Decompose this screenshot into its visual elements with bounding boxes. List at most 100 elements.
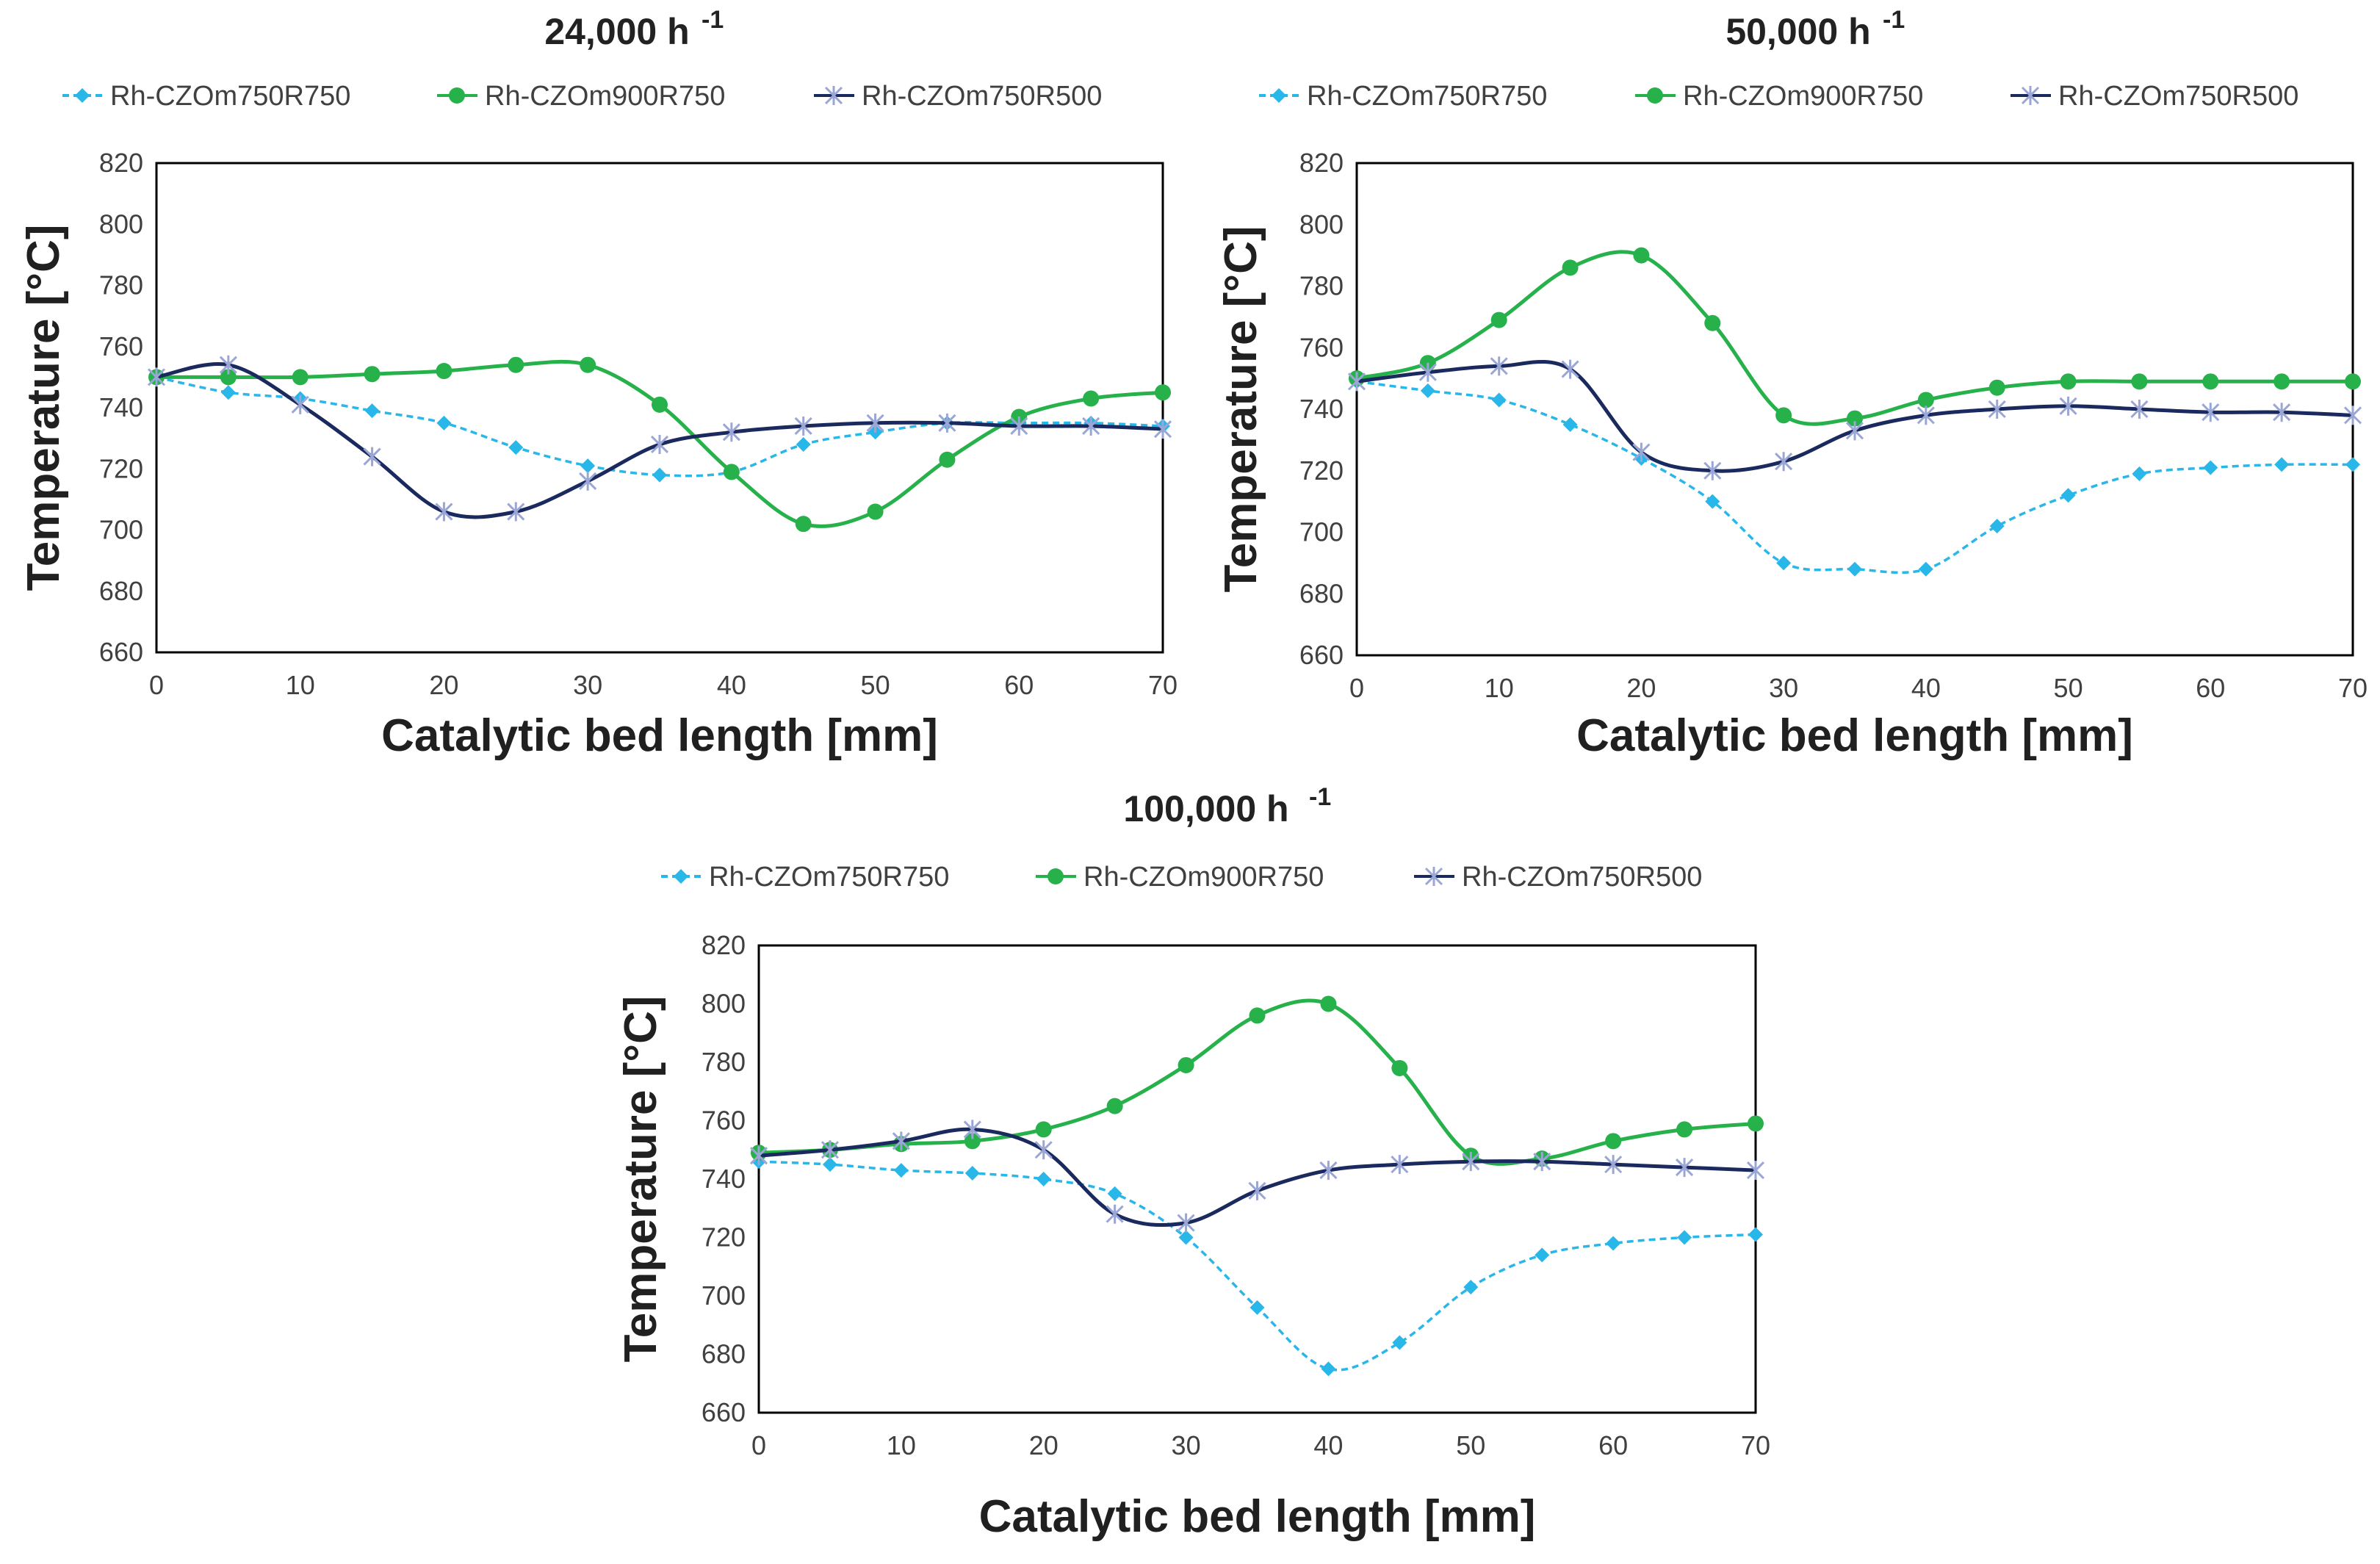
x-tick-label: 10 bbox=[887, 1430, 916, 1460]
data-point bbox=[794, 416, 812, 436]
data-point bbox=[938, 413, 956, 433]
legend-item: Rh-CZOm750R750 bbox=[62, 81, 350, 112]
data-point bbox=[364, 366, 381, 383]
series-Rh-CZOm750R750 bbox=[1349, 374, 2360, 577]
series-Rh-CZOm900R750 bbox=[148, 356, 1171, 533]
data-point bbox=[893, 1163, 909, 1178]
data-point bbox=[1392, 1335, 1407, 1350]
y-tick-label: 660 bbox=[702, 1397, 746, 1427]
data-point bbox=[1748, 1115, 1764, 1132]
series-line bbox=[1356, 380, 2354, 574]
x-tick-label: 40 bbox=[717, 670, 746, 700]
panel-50000: 50,000 h -1Rh-CZOm750R750 Rh-CZOm900R750 Rh… bbox=[1216, 6, 2368, 761]
data-point bbox=[507, 502, 525, 522]
data-point bbox=[2273, 373, 2290, 390]
x-axis-title: Catalytic bed length [mm] bbox=[381, 710, 938, 761]
data-point bbox=[1082, 416, 1100, 436]
x-tick-label: 40 bbox=[1313, 1430, 1343, 1460]
y-tick-label: 740 bbox=[702, 1164, 746, 1194]
data-point bbox=[1746, 1161, 1765, 1181]
data-point bbox=[1490, 356, 1508, 376]
chart-title: 24,000 h bbox=[544, 11, 689, 52]
data-point bbox=[1535, 1247, 1550, 1263]
y-tick-label: 660 bbox=[1299, 640, 1344, 670]
legend-item: Rh-CZOm900R750 bbox=[1635, 81, 1923, 112]
y-tick-label: 780 bbox=[702, 1047, 746, 1077]
data-point bbox=[1605, 1133, 1622, 1150]
data-point bbox=[2060, 488, 2076, 503]
x-tick-label: 0 bbox=[751, 1430, 766, 1460]
data-point bbox=[1106, 1204, 1124, 1224]
data-point bbox=[580, 356, 596, 373]
data-point bbox=[1153, 419, 1172, 439]
data-point bbox=[579, 471, 597, 491]
y-tick-label: 820 bbox=[99, 148, 143, 178]
legend-item: Rh-CZOm750R500 bbox=[1414, 862, 1702, 893]
y-tick-label: 760 bbox=[99, 331, 143, 361]
data-point bbox=[1036, 1172, 1051, 1186]
data-point bbox=[436, 415, 452, 430]
data-point bbox=[1705, 494, 1720, 509]
data-point bbox=[1676, 1158, 1694, 1178]
data-point bbox=[1420, 383, 1435, 398]
x-tick-label: 20 bbox=[1029, 1430, 1059, 1460]
x-tick-label: 10 bbox=[1485, 673, 1514, 703]
y-tick-label: 680 bbox=[1299, 578, 1344, 608]
series-line bbox=[156, 375, 1164, 478]
series-Rh-CZOm900R750 bbox=[751, 995, 1764, 1167]
data-point bbox=[1703, 461, 1722, 480]
legend-item: Rh-CZOm750R500 bbox=[814, 81, 1102, 112]
legend-item: Rh-CZOm750R750 bbox=[1259, 81, 1547, 112]
x-tick-label: 0 bbox=[1349, 673, 1364, 703]
data-point bbox=[1463, 1280, 1479, 1295]
x-tick-label: 50 bbox=[861, 670, 890, 700]
data-point bbox=[220, 369, 237, 386]
data-point bbox=[1606, 1236, 1621, 1251]
legend: Rh-CZOm750R750 Rh-CZOm900R750 Rh-CZOm750R5… bbox=[1259, 81, 2298, 112]
data-point bbox=[1177, 1213, 1195, 1233]
data-point bbox=[1391, 1059, 1408, 1076]
data-point bbox=[1491, 392, 1507, 408]
data-point bbox=[435, 502, 453, 522]
y-tick-label: 800 bbox=[702, 989, 746, 1019]
legend-label: Rh-CZOm750R750 bbox=[709, 862, 949, 893]
legend-label: Rh-CZOm750R500 bbox=[862, 81, 1102, 112]
legend: Rh-CZOm750R750 Rh-CZOm900R750 Rh-CZOm750R5… bbox=[62, 81, 1102, 112]
data-point bbox=[2345, 457, 2360, 472]
y-axis-title: Temperature [°C] bbox=[18, 224, 69, 591]
y-tick-label: 780 bbox=[1299, 271, 1344, 301]
data-point bbox=[436, 363, 452, 380]
data-point bbox=[1106, 1098, 1123, 1114]
data-point bbox=[508, 356, 524, 373]
data-point bbox=[2131, 373, 2148, 390]
data-point bbox=[1562, 417, 1578, 432]
y-tick-label: 700 bbox=[99, 515, 143, 545]
data-point bbox=[1604, 1155, 1623, 1175]
legend-marker-circle bbox=[449, 87, 465, 104]
legend-label: Rh-CZOm900R750 bbox=[1083, 862, 1324, 893]
legend-item: Rh-CZOm900R750 bbox=[437, 81, 725, 112]
series-Rh-CZOm750R500 bbox=[1347, 356, 2362, 480]
data-point bbox=[1561, 359, 1579, 379]
series-Rh-CZOm750R750 bbox=[751, 1154, 1763, 1377]
chart-title: 50,000 h bbox=[1726, 11, 1870, 52]
data-point bbox=[1775, 407, 1792, 424]
y-tick-label: 680 bbox=[99, 576, 143, 606]
plot-area bbox=[1355, 162, 2354, 657]
legend-marker-circle bbox=[1647, 87, 1663, 104]
legend-marker-star bbox=[2021, 86, 2040, 105]
y-tick-label: 700 bbox=[702, 1280, 746, 1311]
data-point bbox=[964, 1166, 980, 1181]
data-point bbox=[650, 434, 669, 454]
data-point bbox=[1776, 555, 1792, 571]
x-tick-label: 30 bbox=[573, 670, 602, 700]
data-point bbox=[2345, 373, 2361, 390]
data-point bbox=[1775, 452, 1793, 472]
series-Rh-CZOm750R500 bbox=[147, 355, 1172, 522]
legend-label: Rh-CZOm900R750 bbox=[485, 81, 725, 112]
x-tick-label: 70 bbox=[1741, 1430, 1770, 1460]
legend-item: Rh-CZOm750R500 bbox=[2011, 81, 2298, 112]
x-tick-label: 60 bbox=[1598, 1430, 1628, 1460]
data-point bbox=[1248, 1181, 1266, 1200]
